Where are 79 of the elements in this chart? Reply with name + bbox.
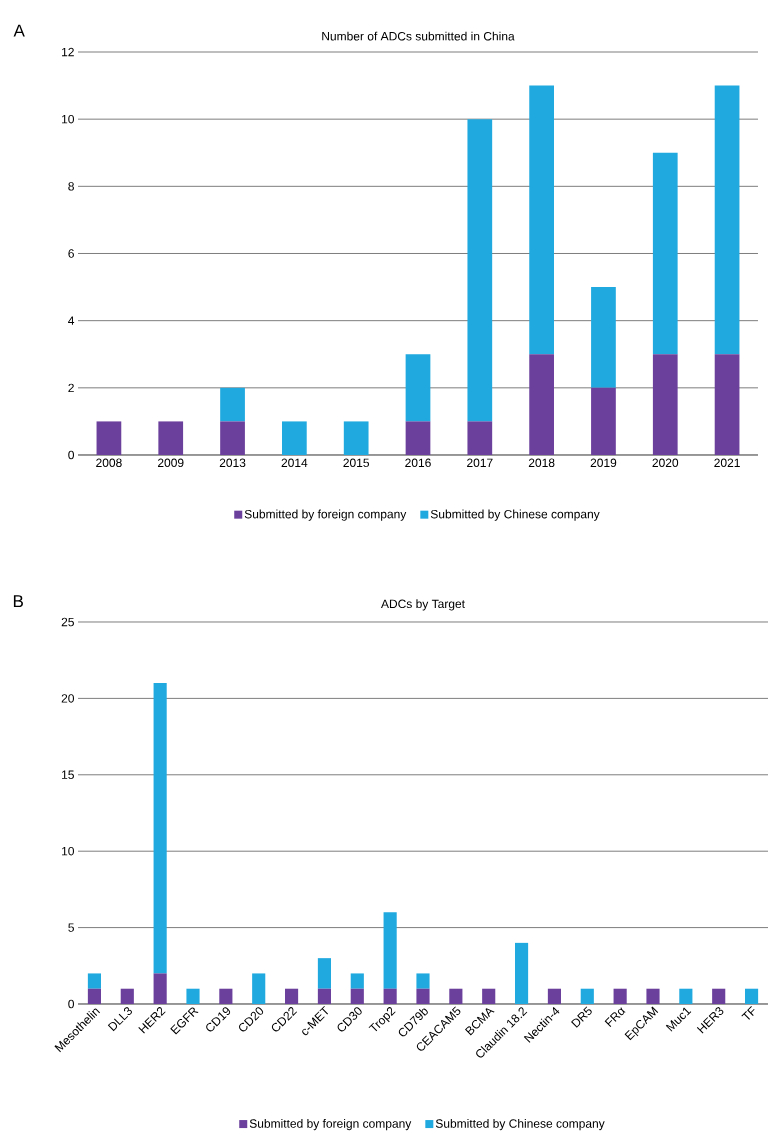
bar <box>591 287 616 388</box>
bar <box>679 988 693 1004</box>
bar <box>449 988 463 1004</box>
bar <box>285 988 299 1004</box>
bar <box>219 988 233 1004</box>
x-tick-label: 2008 <box>96 458 122 468</box>
bar <box>120 988 134 1004</box>
bar <box>252 973 266 1004</box>
x-tick-label: 2009 <box>157 458 184 468</box>
bar <box>652 152 678 355</box>
bar <box>744 988 759 1004</box>
y-tick-label: 8 <box>68 182 74 191</box>
y-tick-label: 12 <box>62 47 74 57</box>
y-tick-label: 20 <box>61 694 74 703</box>
x-tick-label: 2016 <box>405 458 431 468</box>
y-tick-label: 10 <box>62 846 74 856</box>
bar <box>317 958 331 989</box>
y-tick-label: 25 <box>61 617 74 627</box>
bar <box>714 85 740 355</box>
bar <box>529 85 554 355</box>
y-tick-label: 5 <box>68 923 74 932</box>
bar <box>220 387 245 422</box>
x-tick-label: 2018 <box>528 458 555 468</box>
x-tick-label: 2021 <box>714 458 740 468</box>
legend-label: Submitted by foreign company <box>249 1118 412 1131</box>
bar <box>158 421 184 455</box>
legend-label: Submitted by Chinese company <box>435 1118 605 1131</box>
y-tick-label: 0 <box>68 999 74 1009</box>
x-tick-label: 2017 <box>467 458 493 468</box>
chart-title: Number of ADCs submitted in China <box>322 31 515 41</box>
chart-title: ADCs by Target <box>381 599 465 611</box>
bar <box>416 973 430 989</box>
bar <box>186 988 200 1004</box>
x-tick-label: 2013 <box>219 458 246 468</box>
bar <box>350 973 364 989</box>
bar <box>405 421 431 455</box>
bar <box>87 973 101 989</box>
bar <box>350 988 364 1004</box>
bar <box>712 988 726 1004</box>
text: B <box>13 595 23 607</box>
y-tick-label: 10 <box>62 114 74 124</box>
x-tick-label: TF <box>741 1006 755 1020</box>
bar <box>591 387 616 455</box>
bar <box>153 973 167 1004</box>
bar <box>467 119 493 422</box>
x-tick-label: 2014 <box>281 458 308 468</box>
bar <box>529 354 554 455</box>
bar <box>383 912 397 989</box>
bar <box>714 354 740 455</box>
bar <box>282 421 307 455</box>
bar <box>613 988 627 1004</box>
x-tick-label: 2015 <box>343 458 370 468</box>
bar <box>652 354 678 455</box>
legend-label: Submitted by Chinese company <box>430 509 600 521</box>
y-tick-label: 0 <box>68 450 74 460</box>
bar <box>343 421 369 455</box>
bar <box>514 942 529 1004</box>
bar <box>547 988 561 1004</box>
bar <box>317 988 331 1004</box>
x-tick-label: 2020 <box>652 458 679 468</box>
bar <box>87 988 101 1004</box>
bar <box>467 421 493 455</box>
bar <box>153 683 167 974</box>
bar <box>416 988 430 1004</box>
bar <box>96 421 122 455</box>
y-tick-label: 15 <box>62 770 74 779</box>
bar <box>646 988 660 1004</box>
y-tick-label: 6 <box>68 249 74 258</box>
y-tick-label: 2 <box>68 383 74 393</box>
x-tick-label: FRα <box>604 1007 626 1028</box>
bar <box>482 988 496 1004</box>
text: A <box>13 24 25 37</box>
bar <box>580 988 594 1004</box>
bar <box>383 988 397 1004</box>
y-tick-label: 4 <box>68 316 75 325</box>
x-tick-label: 2019 <box>590 458 617 468</box>
legend-label: Submitted by foreign company <box>244 509 407 521</box>
bar <box>405 354 431 422</box>
bar <box>220 421 245 455</box>
